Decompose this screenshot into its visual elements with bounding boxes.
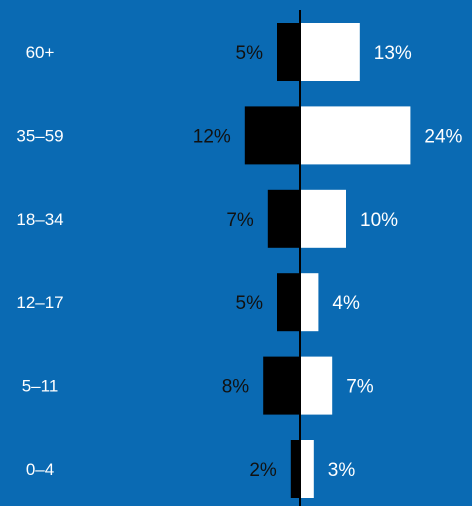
- right-bar: [300, 189, 346, 248]
- right-bar: [300, 440, 314, 498]
- right-value-label: 13%: [374, 43, 412, 64]
- right-bar: [300, 356, 333, 415]
- left-value-label: 12%: [193, 126, 231, 147]
- left-bar: [277, 23, 300, 81]
- right-bars: [300, 23, 411, 498]
- category-label: 0–4: [26, 460, 54, 479]
- right-bar: [300, 106, 411, 165]
- left-bars: [244, 23, 300, 498]
- right-bar: [300, 273, 319, 332]
- left-value-label: 2%: [249, 460, 277, 481]
- left-value-labels: 5% 12% 7% 5% 8% 2%: [193, 43, 277, 481]
- left-value-label: 5%: [236, 293, 264, 314]
- left-value-label: 7%: [226, 210, 254, 231]
- right-value-label: 10%: [360, 210, 398, 231]
- right-value-labels: 13% 24% 10% 4% 7% 3%: [328, 43, 463, 481]
- right-bar: [300, 23, 360, 81]
- right-value-label: 24%: [424, 126, 462, 147]
- right-value-label: 7%: [346, 377, 374, 398]
- left-bar: [290, 440, 300, 498]
- left-bar: [267, 189, 300, 248]
- left-bar: [244, 106, 300, 165]
- right-value-label: 4%: [332, 293, 360, 314]
- left-bar: [263, 356, 300, 415]
- left-value-label: 8%: [222, 377, 250, 398]
- category-labels: 60+ 35–59 18–34 12–17 5–11 0–4: [16, 43, 63, 479]
- right-value-label: 3%: [328, 460, 356, 481]
- category-label: 18–34: [16, 210, 63, 229]
- left-bar: [277, 273, 300, 332]
- category-label: 35–59: [16, 126, 63, 145]
- category-label: 12–17: [16, 293, 63, 312]
- category-label: 60+: [26, 43, 55, 62]
- category-label: 5–11: [22, 377, 59, 396]
- left-value-label: 5%: [236, 43, 264, 64]
